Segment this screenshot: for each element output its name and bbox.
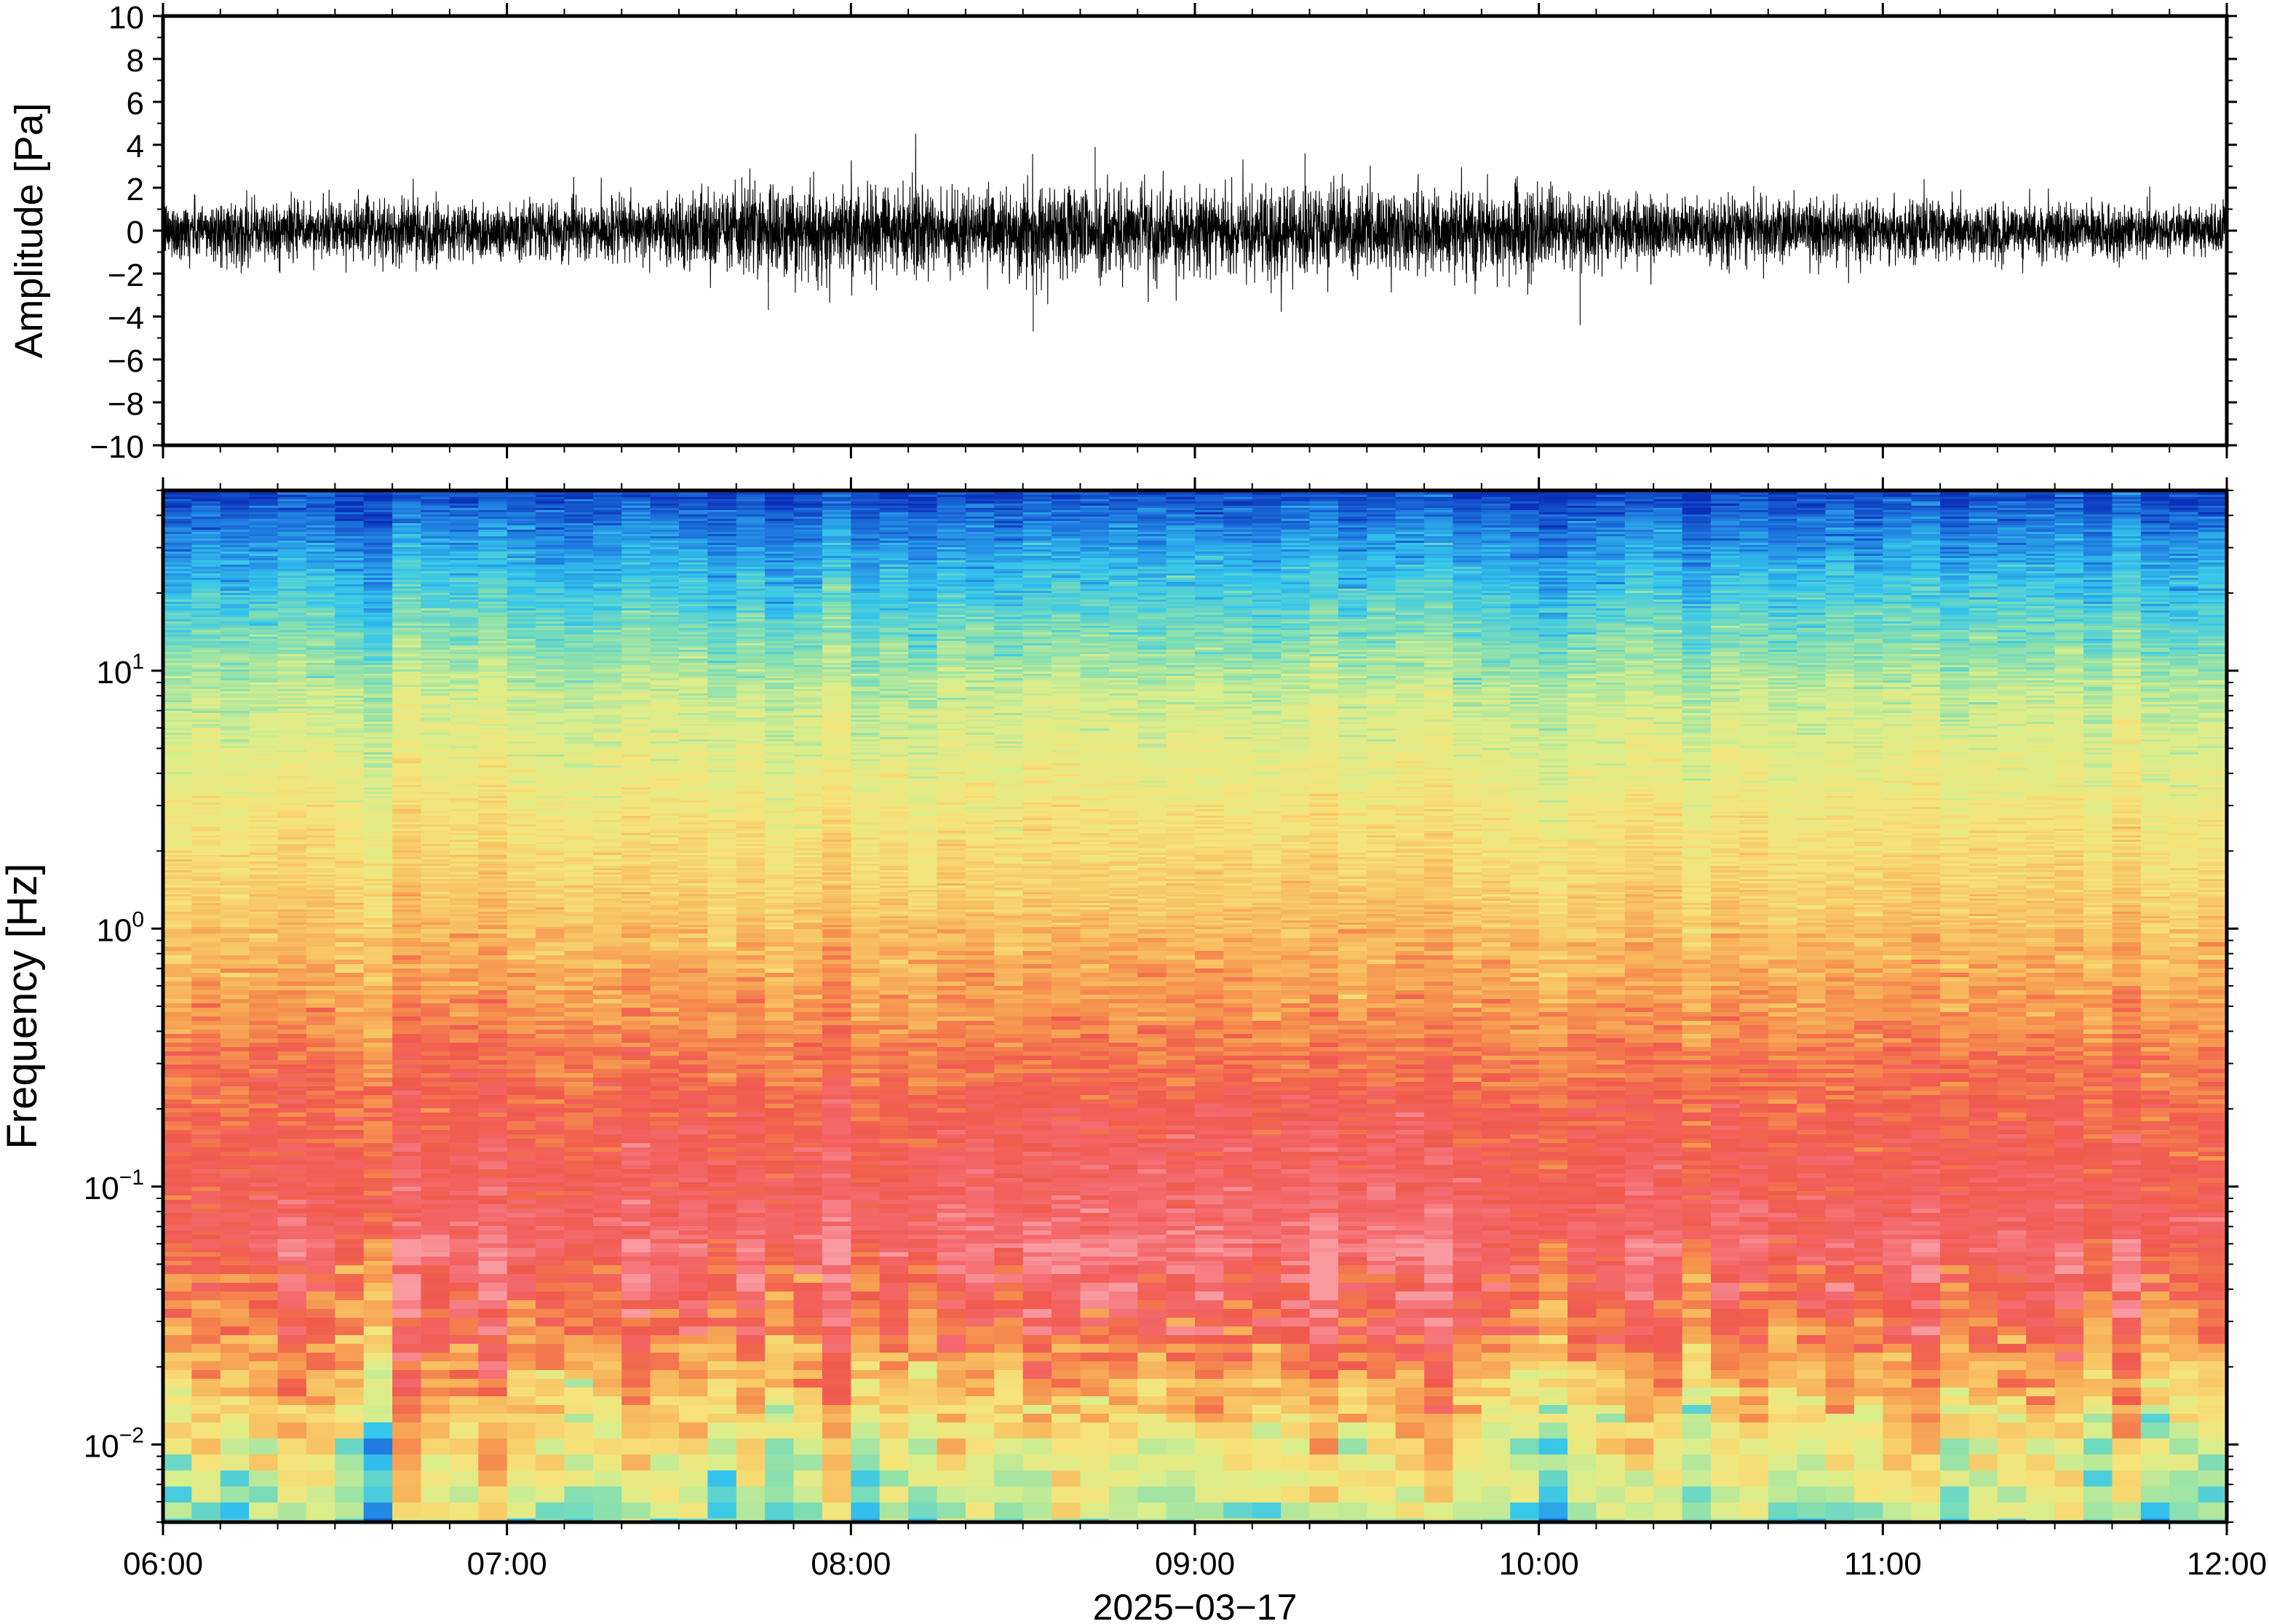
amplitude-panel: 10 8 6 4 2 0 −2 −4 −6 −8 −10 Amplitude [Pa] (7, 0, 2237, 465)
amplitude-y-tick-label: 6 (127, 86, 144, 122)
amplitude-y-tick-label: 2 (127, 172, 144, 207)
amplitude-y-tick-label: 0 (127, 215, 144, 250)
amplitude-y-tick-label: 4 (127, 129, 144, 164)
amplitude-y-tick-label: 10 (108, 0, 144, 36)
amplitude-y-tick-label: −4 (108, 300, 144, 336)
amplitude-y-tick-label: −6 (108, 343, 144, 379)
amplitude-y-label: Amplitude [Pa] (7, 103, 51, 358)
waveform-trace (163, 134, 2227, 332)
amplitude-y-tick-label: −2 (108, 258, 144, 293)
amplitude-y-tick-label: −8 (108, 386, 144, 422)
amplitude-y-tick-label: 8 (127, 43, 144, 79)
amplitude-y-tick-label: −10 (90, 429, 144, 465)
spectrogram-heatmap (163, 490, 2228, 1535)
